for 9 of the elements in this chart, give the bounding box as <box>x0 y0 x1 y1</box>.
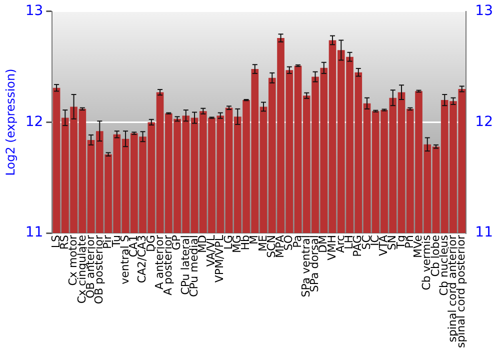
x-tick-label: A posterior <box>162 234 175 296</box>
y-tick-label: 13 <box>25 3 44 20</box>
y2-tick-label: 11 <box>475 224 494 241</box>
y2-tick-label: 13 <box>475 3 494 20</box>
y2-tick-label: 12 <box>475 114 494 130</box>
y-axis-title: Log2 (expression) <box>3 68 18 176</box>
y-tick-label: 11 <box>25 224 44 241</box>
y-tick-label: 12 <box>25 114 44 130</box>
x-tick-label: OB posterior <box>92 234 106 304</box>
